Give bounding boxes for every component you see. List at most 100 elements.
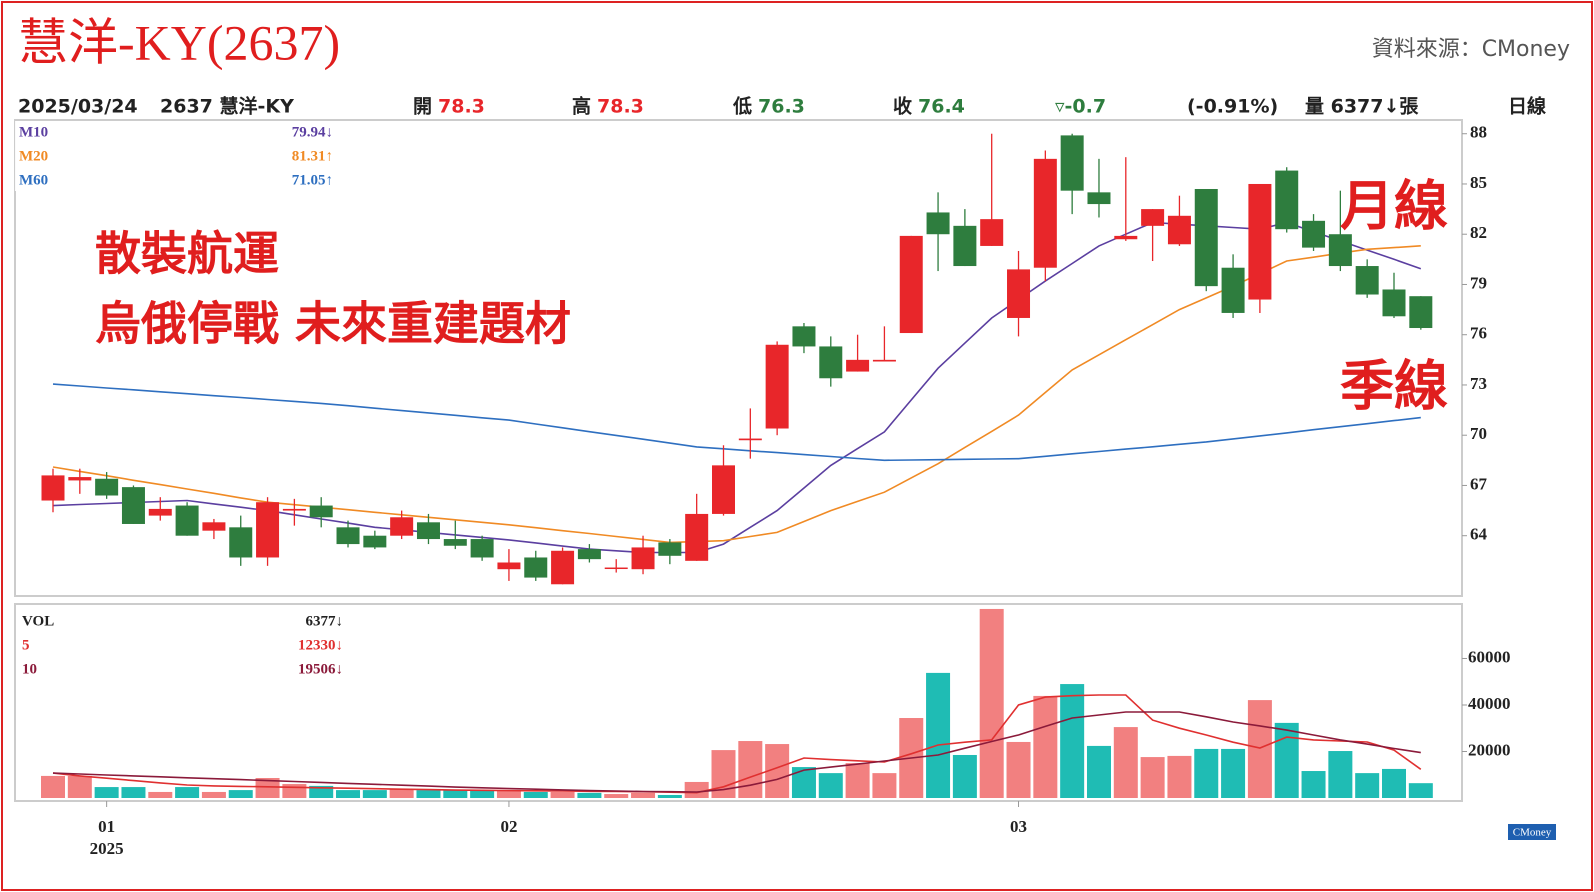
- candle-body: [953, 225, 977, 267]
- candle-body: [470, 539, 494, 558]
- candle-body: [1033, 158, 1057, 268]
- legend-name: 5: [22, 637, 30, 653]
- y-tick-label: 79: [1470, 273, 1487, 292]
- legend-value: 81.31↑: [292, 148, 333, 164]
- annotation: 月線: [1340, 175, 1448, 238]
- candle-body: [1275, 170, 1299, 230]
- candle-body: [926, 212, 950, 235]
- volume-bar: [1355, 773, 1380, 798]
- ma-line: [52, 694, 1422, 794]
- volume-bar: [1328, 751, 1353, 798]
- candle-body: [524, 557, 548, 578]
- volume-bar: [1194, 748, 1219, 798]
- legend-value: 71.05↑: [292, 172, 333, 188]
- volume-bar: [148, 791, 173, 798]
- candle-body: [121, 487, 145, 524]
- candle-body: [95, 478, 119, 496]
- volume-bar: [282, 784, 307, 798]
- volume-bar: [41, 775, 65, 798]
- legend-name: M10: [19, 124, 48, 140]
- y-tick-label: 64: [1470, 525, 1488, 544]
- candle-body: [443, 539, 467, 546]
- y-tick-label: 40000: [1468, 694, 1511, 713]
- volume-bar: [309, 785, 334, 798]
- volume-bar: [201, 791, 226, 798]
- volume-bar: [684, 781, 709, 798]
- legend-value: 12330↓: [298, 637, 343, 653]
- legend-name: 10: [22, 661, 37, 677]
- volume-bar: [657, 794, 682, 798]
- logo: CMoney: [1513, 827, 1552, 839]
- volume-bar: [1408, 783, 1433, 798]
- volume-bar: [872, 773, 897, 798]
- volume-bar: [1247, 700, 1272, 798]
- volume-bar: [362, 790, 387, 798]
- volume-bar: [738, 741, 763, 798]
- candle-body: [282, 508, 306, 511]
- volume-bar: [255, 778, 280, 798]
- candle-body: [1141, 209, 1165, 226]
- candle-body: [685, 513, 709, 561]
- candle-body: [792, 326, 816, 347]
- candle-body: [1355, 266, 1379, 295]
- volume-bar: [523, 791, 548, 798]
- candle-body: [256, 502, 280, 558]
- candle-body: [872, 359, 896, 362]
- high-value: 78.3: [597, 96, 644, 118]
- candle-body: [175, 505, 199, 536]
- candle-body: [1248, 183, 1272, 300]
- x-tick-label: 01: [98, 817, 115, 836]
- ma-line: [52, 221, 1422, 554]
- candle-body: [497, 562, 521, 570]
- candle-body: [1007, 269, 1031, 318]
- volume-bar: [228, 790, 253, 798]
- candle-body: [658, 542, 682, 556]
- candle-body: [631, 547, 655, 570]
- volume-bar: [389, 788, 414, 798]
- volume-bar: [631, 792, 656, 798]
- legend-value: 79.94↓: [292, 124, 333, 140]
- volume-bar: [1086, 745, 1111, 798]
- volume-bar: [470, 790, 495, 798]
- candle-body: [577, 549, 601, 560]
- legend-name: M60: [19, 172, 48, 188]
- legend-box: [17, 608, 345, 680]
- volume-bar: [336, 790, 361, 798]
- legend-box: [15, 121, 335, 191]
- change-pct: (-0.91%): [1187, 96, 1278, 118]
- volume-bar: [1382, 768, 1406, 798]
- ma-line: [52, 711, 1421, 793]
- candle-body: [1167, 215, 1191, 245]
- candle-body: [309, 505, 333, 518]
- year-label: 2025: [90, 839, 124, 858]
- close-value: 76.4: [918, 96, 965, 118]
- candle-body: [1382, 289, 1406, 317]
- x-tick-label: 03: [1010, 817, 1027, 836]
- change: ▿-0.7: [1055, 96, 1106, 118]
- candle-body: [899, 235, 923, 334]
- candle-body: [604, 567, 628, 570]
- volume-panel: [14, 603, 1463, 802]
- candle-body: [1060, 135, 1084, 191]
- volume-bar: [952, 754, 977, 798]
- ma-line: [52, 245, 1421, 544]
- volume-bar: [604, 794, 629, 798]
- candle-body: [819, 346, 843, 379]
- volume-bar: [416, 790, 441, 798]
- stock: 2637 慧洋-KY: [160, 95, 294, 118]
- volume-bar: [791, 767, 816, 798]
- annotation: 烏俄停戰 未來重建題材: [95, 297, 571, 351]
- candle-body: [363, 535, 387, 548]
- candle-body: [980, 219, 1004, 246]
- y-tick-label: 88: [1470, 123, 1487, 142]
- candle-body: [551, 550, 575, 585]
- y-tick-label: 85: [1470, 173, 1487, 192]
- annotation: 散裝航運: [95, 227, 279, 281]
- y-tick-label: 60000: [1468, 647, 1511, 666]
- candle-body: [202, 522, 226, 531]
- volume-bar: [550, 791, 575, 798]
- x-tick-label: 02: [500, 817, 517, 836]
- close-label: 收: [893, 95, 912, 118]
